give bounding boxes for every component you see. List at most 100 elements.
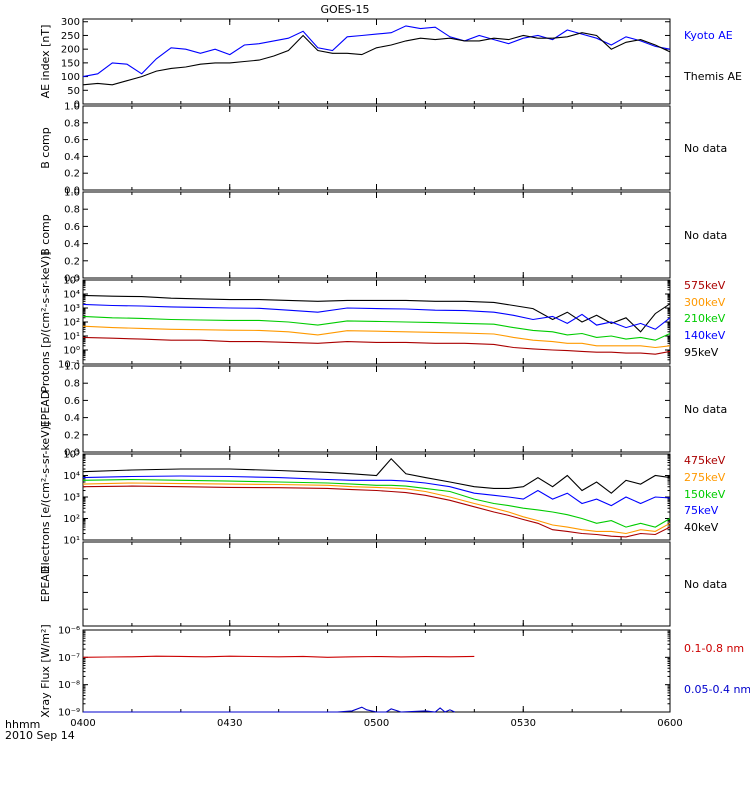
series-line-140kev	[82, 303, 671, 330]
y-tick-label: 10³	[63, 493, 80, 504]
series-line-300kev	[82, 325, 671, 349]
series-line-themis-ae	[82, 32, 671, 86]
y-tick-label: 0.8	[64, 205, 80, 216]
y-tick-label: 0.2	[64, 256, 80, 267]
panel-frame	[82, 453, 671, 541]
y-tick-label: 10⁵	[63, 276, 80, 287]
panel-b1: 0.0 0.2 0.4 0.6 0.8 1.0 B comp No data	[39, 102, 727, 197]
panel-frame	[82, 365, 671, 453]
y-tick-label: 10³	[63, 304, 80, 315]
panel-b2: 0.0 0.2 0.4 0.6 0.8 1.0 B comp No data	[39, 188, 727, 285]
legend-entry: Kyoto AE	[684, 29, 733, 42]
panel-frame	[82, 629, 671, 713]
no-data-label: No data	[684, 229, 727, 242]
panel-frame	[82, 541, 671, 627]
y-tick-label: 0.0	[64, 186, 80, 197]
y-axis-label: AE index [nT]	[39, 25, 52, 99]
y-tick-label: 0.4	[64, 413, 80, 424]
time-axis-label: hhmm	[5, 718, 40, 731]
plot-title: GOES-15	[320, 3, 369, 16]
series-line-0-05-0-4-nm	[83, 706, 456, 713]
y-tick-label: 100	[61, 72, 80, 83]
y-tick-label: 300	[61, 17, 80, 28]
y-tick-label: 1.0	[64, 362, 80, 373]
x-tick-label: 0600	[657, 718, 682, 729]
y-tick-label: 250	[61, 31, 80, 42]
y-tick-label: 0.6	[64, 222, 80, 233]
y-tick-label: 10⁴	[63, 290, 80, 301]
series-line-95kev	[82, 294, 671, 333]
series-line-575kev	[82, 336, 671, 355]
y-tick-label: 10⁴	[63, 471, 80, 482]
legend-entry: 0.1-0.8 nm	[684, 642, 744, 655]
series-line-kyoto-ae	[82, 25, 671, 78]
legend-entry: Themis AE	[683, 70, 742, 83]
panel-frame	[82, 105, 671, 191]
y-tick-label: 10²	[63, 514, 80, 525]
panel-xray: 10⁻⁹ 10⁻⁸ 10⁻⁷ 10⁻⁶ Xray Flux [W/m²] 0.1-0.8 …	[39, 624, 750, 718]
y-tick-label: 10⁻¹	[58, 360, 80, 371]
series-line-40kev	[82, 457, 671, 494]
y-tick-label: 0.2	[64, 169, 80, 180]
y-tick-label: 10¹	[63, 332, 80, 343]
panel-frame	[82, 18, 671, 105]
no-data-label: No data	[684, 578, 727, 591]
panel-electrons: 10¹ 10² 10³ 10⁴ 10⁵ Electrons [e/(cm²-s-sr-ke…	[39, 422, 726, 573]
y-tick-label: 1.0	[64, 188, 80, 199]
y-tick-label: 10¹	[63, 536, 80, 547]
legend-entry: 475keV	[684, 454, 726, 467]
y-tick-label: 0.6	[64, 135, 80, 146]
y-tick-label: 10⁻⁸	[58, 680, 80, 691]
legend-entry: 40keV	[684, 521, 719, 534]
y-tick-label: 0.8	[64, 118, 80, 129]
y-tick-label: 200	[61, 45, 80, 56]
y-tick-label: 0	[74, 100, 80, 111]
y-tick-label: 10⁵	[63, 450, 80, 461]
legend-entry: 575keV	[684, 279, 726, 292]
legend-entry: 275keV	[684, 471, 726, 484]
series-line-150kev	[82, 478, 671, 528]
y-tick-label: 0.6	[64, 396, 80, 407]
y-tick-label: 0.0	[64, 274, 80, 285]
legend-entry: 140keV	[684, 329, 726, 342]
y-tick-label: 10⁻⁹	[58, 708, 80, 719]
y-tick-label: 0.8	[64, 379, 80, 390]
y-tick-label: 0.2	[64, 430, 80, 441]
y-tick-label: 0.0	[64, 448, 80, 459]
y-axis-label: EPEAD	[39, 566, 52, 603]
no-data-label: No data	[684, 403, 727, 416]
series-line-475kev	[82, 485, 671, 538]
y-tick-label: 1.0	[64, 102, 80, 113]
no-data-label: No data	[684, 142, 727, 155]
y-tick-label: 150	[61, 58, 80, 69]
series-line-0-1-0-8-nm	[82, 655, 475, 658]
panel-ae: 0 50 100 150 200 250 300 AE index [nT] Kyoto AE T…	[39, 17, 742, 110]
y-tick-label: 10²	[63, 318, 80, 329]
panel-epead2: EPEAD No data	[39, 541, 727, 627]
legend-entry: 150keV	[684, 488, 726, 501]
y-axis-label: EPEAD	[39, 391, 52, 428]
legend-entry: 300keV	[684, 296, 726, 309]
y-tick-label: 10⁻⁶	[58, 626, 80, 637]
panel-epead1: 0.0 0.2 0.4 0.6 0.8 1.0 EPEAD No data	[39, 362, 727, 459]
y-axis-label: B comp	[39, 214, 52, 256]
y-axis-label: Protons [p/(cm²-s-sr-keV)]	[39, 251, 52, 392]
series-line-210kev	[82, 315, 671, 341]
legend-entry: 0.05-0.4 nm	[684, 683, 750, 696]
y-tick-label: 50	[67, 86, 80, 97]
panel-frame	[82, 191, 671, 279]
y-axis-label: Xray Flux [W/m²]	[39, 624, 52, 717]
legend-entry: 210keV	[684, 312, 726, 325]
y-tick-label: 10⁻⁷	[58, 653, 80, 664]
x-tick-label: 0430	[217, 718, 242, 729]
y-axis-label: Electrons [e/(cm²-s-sr-keV)]	[39, 422, 52, 573]
y-axis-label: B comp	[39, 127, 52, 169]
x-tick-label: 0530	[511, 718, 536, 729]
panel-protons: 10⁻¹ 10⁰ 10¹ 10² 10³ 10⁴ 10⁵ Protons [p/(cm²-s-…	[39, 251, 726, 392]
y-tick-label: 10⁰	[63, 346, 80, 357]
y-tick-label: 0.4	[64, 239, 80, 250]
y-tick-label: 0.4	[64, 152, 80, 163]
date-label: 2010 Sep 14	[5, 729, 75, 742]
